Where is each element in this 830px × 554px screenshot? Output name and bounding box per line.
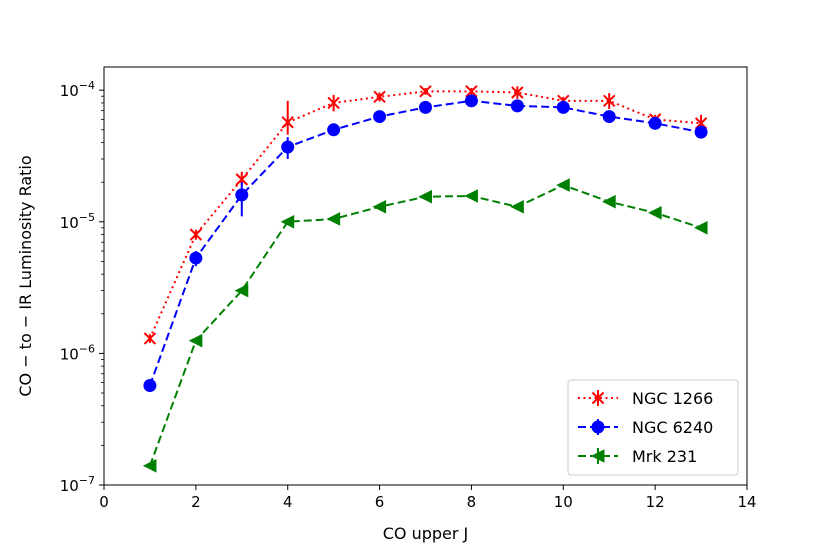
y-tick-exponent: −4 [79, 79, 95, 92]
y-tick-base: 10 [60, 345, 79, 363]
legend-box [567, 379, 739, 476]
x-tick-label: 4 [283, 493, 293, 511]
series-layer [142, 85, 708, 473]
data-point [281, 116, 294, 129]
x-tick-label: 6 [375, 493, 385, 511]
y-tick-label: 10−4 [60, 79, 95, 100]
series-1 [143, 94, 708, 393]
data-point [464, 189, 478, 203]
legend: NGC 1266 NGC 6240 Mrk 231 [567, 379, 739, 476]
data-point [510, 199, 524, 214]
data-point [419, 100, 432, 114]
y-axis: 10−710−610−510−4 [60, 79, 104, 495]
y-tick-base: 10 [60, 477, 79, 495]
data-point [234, 283, 249, 298]
data-point [648, 116, 662, 130]
data-point [418, 189, 432, 204]
x-tick-label: 0 [99, 493, 109, 511]
data-point [373, 90, 386, 104]
x-tick-label: 2 [191, 493, 201, 511]
x-tick-label: 8 [467, 493, 477, 511]
legend-item: NGC 1266 [578, 389, 713, 408]
plot-frame [103, 66, 748, 486]
data-point [281, 140, 295, 154]
y-tick-label: 10−6 [60, 342, 95, 363]
y-tick-label: 10−7 [60, 474, 95, 495]
data-point [693, 220, 708, 235]
legend-label: NGC 1266 [632, 389, 713, 408]
legend-label: Mrk 231 [632, 447, 697, 466]
data-point [602, 194, 616, 209]
y-tick-label: 10−5 [60, 211, 95, 232]
data-point [280, 214, 295, 229]
y-tick-exponent: −6 [79, 342, 95, 355]
series-2 [142, 178, 708, 473]
legend-item: NGC 6240 [578, 418, 713, 437]
legend-marker [591, 391, 605, 405]
data-point [143, 332, 157, 345]
data-point [510, 99, 524, 113]
data-point [235, 188, 249, 202]
x-tick-label: 14 [737, 493, 756, 511]
y-tick-exponent: −7 [79, 474, 95, 487]
data-point [603, 94, 616, 108]
data-point [419, 85, 432, 98]
y-tick-base: 10 [60, 214, 79, 232]
data-point [143, 379, 157, 393]
legend-marker [590, 449, 605, 463]
data-point [556, 100, 570, 114]
y-axis-label: CO − to − IR Luminosity Ratio [16, 155, 35, 396]
y-tick-exponent: −5 [79, 211, 95, 224]
y-tick-base: 10 [60, 82, 79, 100]
legend-label: NGC 6240 [632, 418, 713, 437]
data-point [235, 173, 248, 186]
x-axis: 0 2 4 6 8 10 12 14 [99, 485, 757, 511]
data-point [373, 110, 387, 124]
data-point [465, 85, 478, 98]
data-point [511, 86, 524, 99]
data-point [326, 212, 341, 226]
legend-item: Mrk 231 [578, 447, 697, 466]
data-point [189, 251, 203, 265]
data-point [189, 228, 203, 241]
x-tick-label: 12 [646, 493, 665, 511]
data-point [372, 199, 387, 214]
legend-marker [591, 420, 605, 434]
x-axis-label: CO upper J [383, 524, 469, 543]
data-point [142, 458, 157, 473]
data-point [327, 123, 341, 137]
data-point [694, 125, 708, 139]
data-point [556, 178, 570, 192]
data-point [464, 94, 478, 108]
data-point [188, 333, 203, 348]
data-point [327, 96, 340, 110]
data-point [648, 206, 662, 220]
data-point [602, 110, 616, 124]
x-tick-label: 10 [554, 493, 573, 511]
